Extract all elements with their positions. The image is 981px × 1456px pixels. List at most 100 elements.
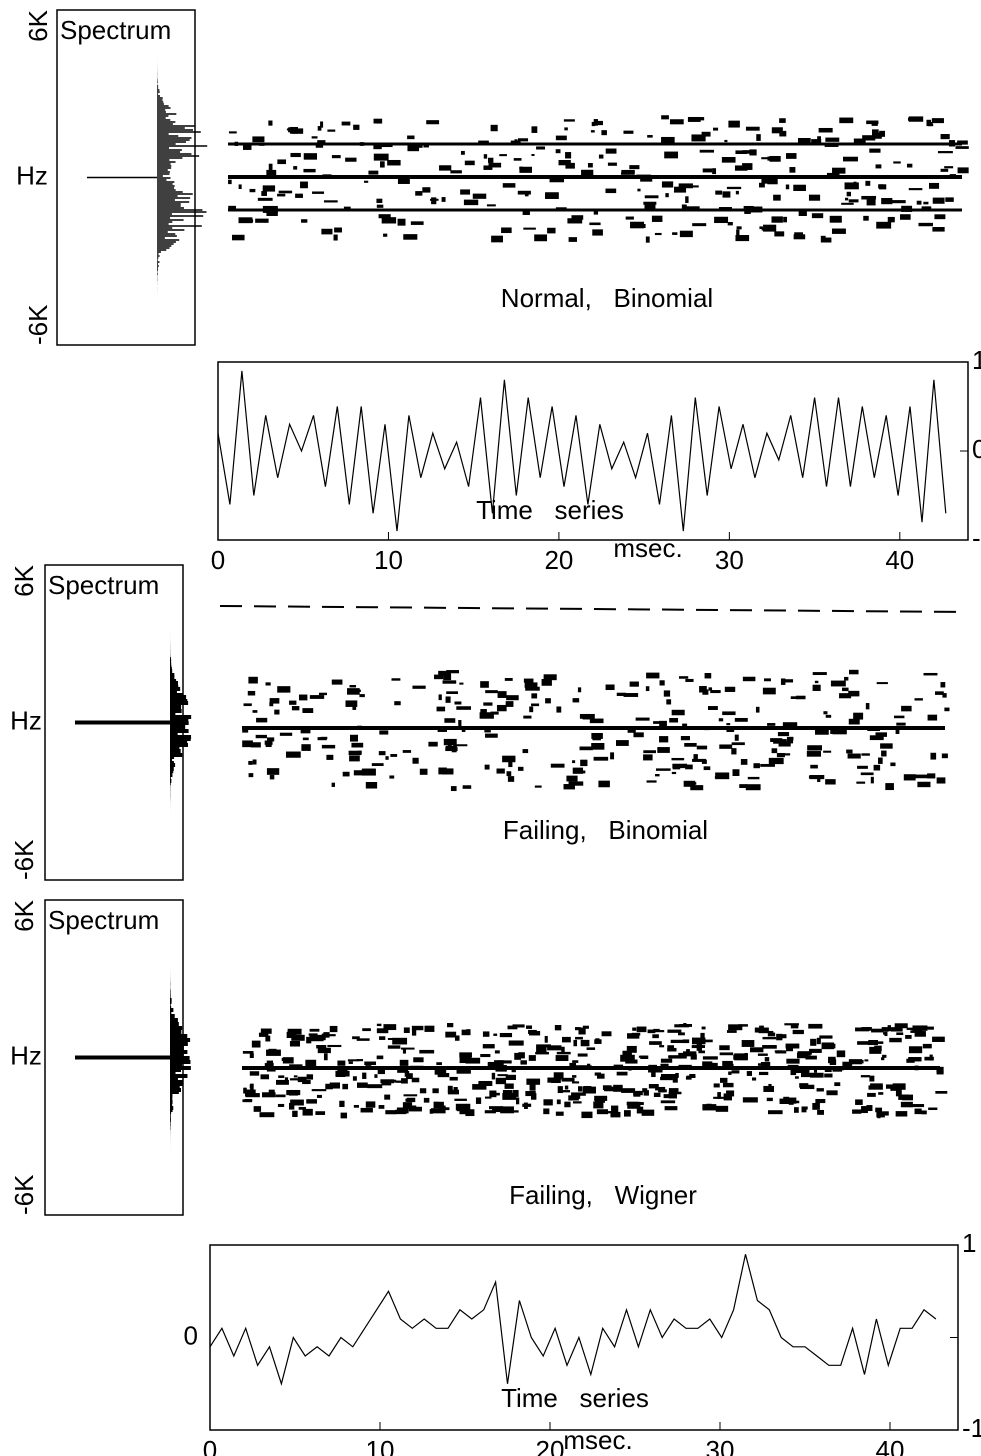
spectrogram-cell [252,136,265,143]
spectrogram-cell [648,1067,663,1073]
spectrogram-cell [563,119,575,122]
spectrogram-cell [291,1034,305,1041]
spectrogram-cell [323,200,338,203]
spectrogram-cell [587,163,593,168]
spectrogram-cell [724,139,728,143]
spectrogram-cell [555,135,567,141]
spectrogram-cell [285,751,301,758]
spectrogram-cell [700,1032,705,1040]
spectrogram-cell [487,157,494,163]
spectrogram-cell [362,1072,367,1079]
spectrogram-cell [394,701,401,706]
spectrogram-cell [525,686,540,691]
spectrogram-cell [434,1069,447,1075]
spectrogram-cell [935,1090,948,1094]
spectrogram-cell [805,1069,810,1077]
spectrogram-cell [295,193,303,198]
spectrogram-cell [298,1106,306,1110]
spectrogram-cell [438,767,447,775]
spectrogram-cell [694,117,705,121]
spectrogram-cell [571,1081,580,1084]
spectrogram-cell [783,1096,790,1102]
spectrogram-cell [744,1052,748,1060]
spectrogram-cell [447,1089,459,1095]
spectrogram-cell [922,1043,932,1049]
spectrogram-cell [517,766,524,771]
y-tick-label: 0 [184,1320,198,1350]
spectrogram-cell [812,1102,820,1110]
spectrogram-cell [622,1050,632,1056]
spectrogram-cell [773,194,781,201]
spectrogram-cell [623,130,634,134]
spectrogram-cell [242,1051,254,1054]
spectrogram-cell [250,1083,254,1091]
spectrogram-cell [762,687,776,695]
spectrogram-cell [578,1027,586,1035]
spectrogram-cell [487,1061,502,1068]
spectrogram-cell [896,1032,904,1036]
spectrogram-cell [582,1086,596,1094]
spectrogram-cell [693,754,698,760]
spectrogram-cell [411,1028,417,1036]
spectrogram-cell [275,1094,286,1098]
spectrogram-cell [628,1066,632,1071]
spectrogram-cell [881,750,887,757]
spectrogram-cell [392,1037,408,1045]
spectrogram-cell [524,192,529,197]
spectrogram-cell [712,168,717,175]
spectrogram-cell [405,1098,412,1102]
spectrogram-cell [383,1024,397,1031]
spectrogram-cell [381,1080,392,1086]
spectrogram-cell [640,177,653,182]
spectrogram-cell [569,1062,577,1068]
spectrogram-cell [511,1068,516,1073]
spectrogram-cell [409,1065,424,1069]
spectrogram-cell [423,1097,430,1103]
spectrogram-cell [640,1055,649,1059]
spectrogram-cell [669,119,684,125]
spectrogram-cell [703,766,711,771]
spectrogram-cell [644,195,659,199]
spectrogram-cell [377,1068,385,1075]
spectrogram-cell [309,1028,320,1032]
spectrogram-cell [534,234,548,242]
spectrogram-cell [769,155,781,162]
spectrogram-cell [742,676,756,682]
spectrogram-cell [793,184,806,192]
spectrogram-cell [381,217,397,224]
spectrogram-cell [818,127,833,133]
spectrogram-cell [839,693,852,699]
spectrogram-cell [865,180,871,186]
spectrogram-cell [574,1094,581,1099]
spectrogram-cell [502,755,516,763]
spectrogram-cell [400,1047,415,1050]
spectrogram-cell [633,732,644,738]
spectrogram-cell [455,1103,471,1111]
spectrogram-cell [572,1075,577,1078]
spectrogram-cell [428,741,438,747]
spectrogram-cell [247,690,256,696]
spectrogram-cell [768,1083,772,1087]
spectrogram-cell [819,1035,833,1039]
spectrogram-cell [666,699,672,705]
spectrogram-cell [707,706,718,710]
spectrogram-cell [391,678,401,681]
spectrogram-cell [359,142,365,146]
spectrogram-cell [661,115,669,120]
spectrogram-cell [315,142,324,148]
spectrogram-cell [255,218,269,223]
spectrogram-cell [722,1082,734,1088]
spectrogram-cell [352,704,357,710]
spectrogram-cell [334,227,342,233]
spectrogram-cell [582,714,594,720]
spectrogram-cell [649,1041,662,1045]
spectrogram-cell [495,1092,500,1096]
spectrogram-cell [718,718,724,722]
spectrogram-cell [895,729,900,734]
spectrogram-cell [591,743,605,750]
spectrogram-cell [625,216,634,220]
spectrogram-cell [565,162,575,169]
spectrogram-cell [669,717,679,723]
spectrogram-cell [699,149,715,153]
spectrogram-cell [672,1076,678,1083]
